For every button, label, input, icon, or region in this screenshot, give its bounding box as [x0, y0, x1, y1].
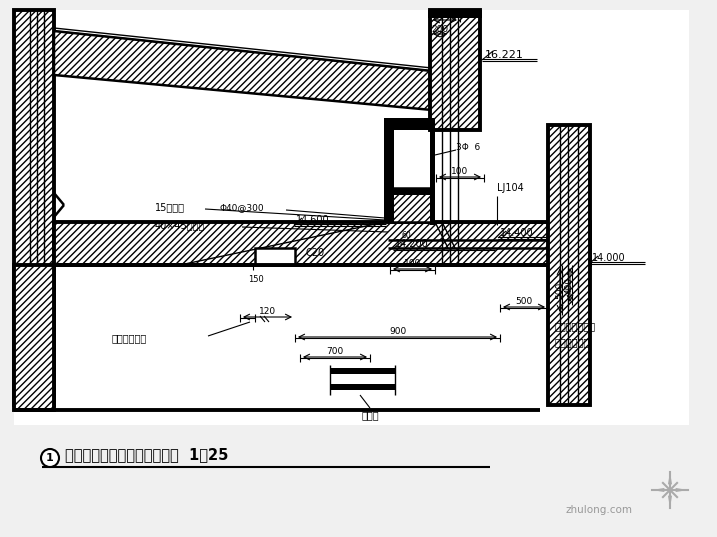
Bar: [428, 10, 482, 18]
Bar: [388, 188, 432, 222]
Text: 铁爬梯: 铁爬梯: [361, 410, 379, 420]
Bar: [255, 248, 295, 265]
Text: 15厚木板: 15厚木板: [155, 202, 185, 212]
Text: 100: 100: [452, 168, 469, 177]
Text: C20: C20: [305, 248, 324, 258]
Bar: [388, 188, 432, 195]
Text: 100: 100: [404, 259, 421, 268]
Text: 防水油膏封堵: 防水油膏封堵: [112, 333, 147, 343]
Polygon shape: [668, 496, 672, 508]
Text: 坡屋面以此点和: 坡屋面以此点和: [555, 321, 596, 331]
Text: 60: 60: [401, 231, 411, 241]
Bar: [384, 125, 394, 222]
Text: 150: 150: [248, 275, 264, 285]
Text: 14.600: 14.600: [296, 215, 330, 225]
Bar: [430, 10, 480, 130]
Bar: [14, 10, 689, 425]
Text: Φ40@300: Φ40@300: [220, 204, 265, 213]
Text: 3Φ  6: 3Φ 6: [456, 142, 480, 151]
Bar: [14, 10, 54, 405]
Circle shape: [41, 449, 59, 467]
Text: 最高点定坡度: 最高点定坡度: [555, 337, 590, 347]
Text: 500: 500: [516, 297, 533, 307]
Text: 通过老虎窗上人检修屋面大样  1：25: 通过老虎窗上人检修屋面大样 1：25: [65, 447, 229, 462]
Text: 120: 120: [259, 308, 276, 316]
Text: 400: 400: [565, 277, 574, 294]
Text: 14.000: 14.000: [592, 253, 626, 263]
Text: 14.400: 14.400: [500, 228, 533, 238]
Text: 200: 200: [432, 25, 449, 34]
Text: 40×45盖板框: 40×45盖板框: [155, 220, 205, 230]
Text: 16.221: 16.221: [485, 50, 524, 60]
Bar: [548, 125, 590, 405]
Text: 300: 300: [437, 11, 454, 20]
Polygon shape: [54, 31, 432, 110]
Bar: [54, 222, 590, 265]
Polygon shape: [652, 488, 665, 492]
Text: zhulong.com: zhulong.com: [565, 505, 632, 515]
Bar: [384, 118, 432, 130]
Polygon shape: [675, 488, 688, 492]
Text: 700: 700: [326, 347, 343, 357]
Text: 14.200: 14.200: [395, 239, 429, 249]
Bar: [14, 265, 54, 410]
Bar: [430, 118, 435, 225]
Polygon shape: [668, 472, 672, 484]
Text: 900: 900: [389, 328, 406, 337]
Text: 500: 500: [555, 281, 564, 299]
Text: LJ104: LJ104: [497, 183, 523, 193]
Bar: [330, 368, 395, 374]
Text: 1: 1: [46, 453, 54, 463]
Bar: [330, 384, 395, 390]
